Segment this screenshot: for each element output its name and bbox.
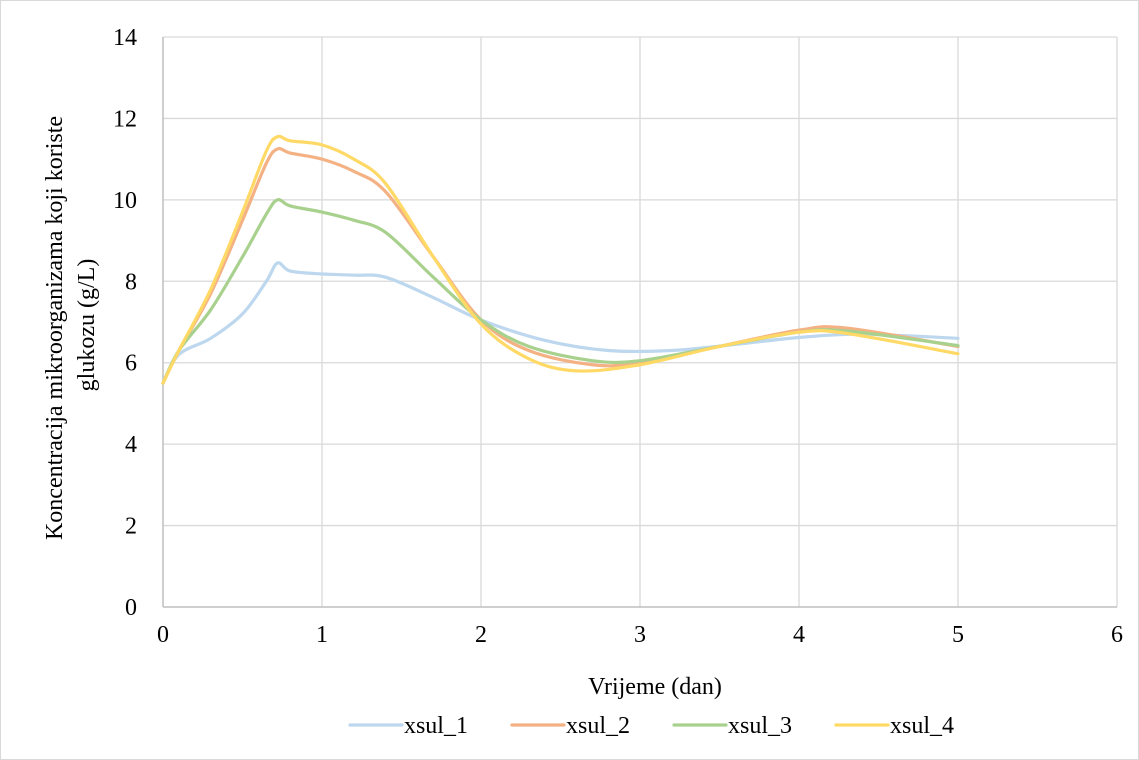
legend-item-xsul_2: xsul_2: [510, 713, 630, 739]
x-tick-label: 5: [952, 622, 964, 648]
gridlines: [163, 36, 1118, 607]
y-tick-label: 14: [113, 25, 137, 51]
y-tick-label: 4: [125, 432, 137, 458]
y-axis-title-line-2: glukozu (g/L): [74, 259, 100, 392]
x-axis-title: Vrijeme (dan): [588, 674, 722, 700]
x-tick-label: 3: [634, 622, 646, 648]
y-tick-label: 6: [125, 351, 137, 377]
legend-item-xsul_1: xsul_1: [348, 713, 468, 739]
legend-item-xsul_4: xsul_4: [834, 713, 954, 739]
legend-label: xsul_2: [566, 713, 630, 739]
legend-label: xsul_4: [890, 713, 954, 739]
y-axis-title: Koncentracija mikroorganizama koji koris…: [42, 110, 100, 540]
x-tick-label: 1: [316, 622, 328, 648]
y-tick-label: 8: [125, 269, 137, 295]
y-tick-label: 0: [125, 595, 137, 621]
y-axis-title-line-1: Koncentracija mikroorganizama koji koris…: [42, 116, 68, 540]
legend-item-xsul_3: xsul_3: [672, 713, 792, 739]
x-tick-label: 0: [157, 622, 169, 648]
legend-label: xsul_3: [728, 713, 792, 739]
y-tick-label: 10: [113, 188, 137, 214]
x-tick-label: 6: [1111, 622, 1123, 648]
y-tick-label: 2: [125, 514, 137, 540]
series-line-xsul_3: [161, 198, 960, 385]
series-line-xsul_4: [161, 134, 960, 385]
x-tick-label: 2: [475, 622, 487, 648]
legend: xsul_1 xsul_2 xsul_3 xsul_4: [348, 713, 954, 739]
legend-label: xsul_1: [404, 713, 468, 739]
axes: [162, 37, 1117, 608]
y-tick-label: 12: [113, 106, 137, 132]
series-lines: [161, 134, 960, 385]
x-tick-label: 4: [793, 622, 805, 648]
